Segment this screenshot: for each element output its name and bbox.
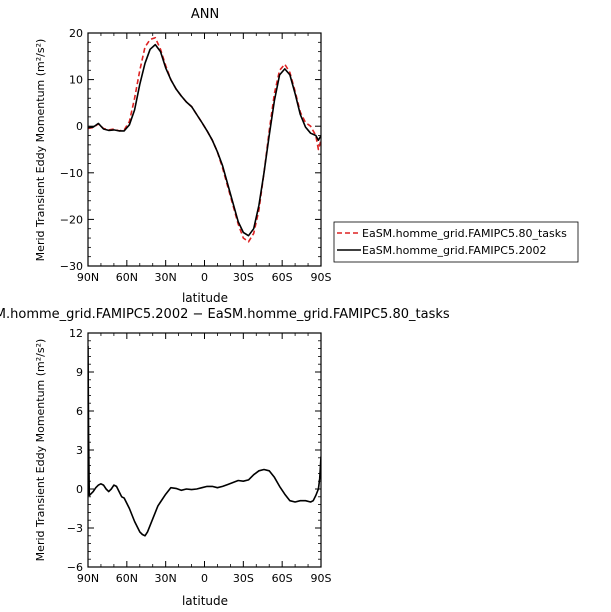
bottom-chart-plot-area [88, 345, 321, 537]
bottom-ytick-label: 9 [76, 366, 83, 379]
legend-label-series-2: EaSM.homme_grid.FAMIPC5.2002 [362, 244, 546, 257]
bottom-xtick-label: 0 [201, 572, 208, 585]
legend-label-series-1: EaSM.homme_grid.FAMIPC5.80_tasks [362, 227, 567, 240]
bottom-xtick-label: 30S [233, 572, 254, 585]
top-chart-ylabel: Merid Transient Eddy Momentum (m²/s²) [34, 39, 47, 262]
top-chart-title: ANN [191, 7, 219, 22]
bottom-ytick-label: −3 [67, 522, 83, 535]
top-xtick-label: 30S [233, 271, 254, 284]
bottom-ytick-label: 12 [69, 327, 83, 340]
bottom-chart-xtick-labels: 90N 60N 30N 0 30S 60S 90S [77, 572, 332, 585]
top-chart-ticks [87, 32, 322, 267]
bottom-chart-panel: EaSM.homme_grid.FAMIPC5.2002 − EaSM.homm… [0, 307, 450, 608]
top-chart-legend: EaSM.homme_grid.FAMIPC5.80_tasks EaSM.ho… [333, 221, 579, 263]
bottom-chart-xlabel: latitude [182, 594, 228, 608]
top-ytick-label: −20 [60, 213, 83, 226]
bottom-xtick-label: 60N [116, 572, 138, 585]
top-chart-frame [87, 32, 322, 267]
bottom-xtick-label: 90S [311, 572, 332, 585]
top-xtick-label: 90N [77, 271, 99, 284]
top-ytick-label: −10 [60, 167, 83, 180]
bottom-chart-title: EaSM.homme_grid.FAMIPC5.2002 − EaSM.homm… [0, 307, 450, 322]
bottom-ytick-label: −6 [67, 561, 83, 574]
top-xtick-label: 30N [155, 271, 177, 284]
top-ytick-label: 0 [76, 120, 83, 133]
top-ytick-label: 20 [69, 27, 83, 40]
top-chart-xlabel: latitude [182, 291, 228, 305]
bottom-xtick-label: 60S [272, 572, 293, 585]
bottom-ytick-label: 0 [76, 483, 83, 496]
top-chart-xtick-labels: 90N 60N 30N 0 30S 60S 90S [77, 271, 332, 284]
bottom-chart-frame [87, 332, 322, 568]
top-xtick-label: 60S [272, 271, 293, 284]
top-chart-plot-area [88, 36, 321, 243]
top-xtick-label: 60N [116, 271, 138, 284]
top-series-line-2 [88, 43, 321, 237]
top-ytick-label: 10 [69, 74, 83, 87]
top-ytick-label: −30 [60, 260, 83, 273]
bottom-series-line-1 [88, 345, 321, 537]
legend-box [333, 221, 579, 263]
bottom-chart-ylabel: Merid Transient Eddy Momentum (m²/s²) [34, 339, 47, 562]
bottom-ytick-label: 6 [76, 405, 83, 418]
bottom-xtick-label: 30N [155, 572, 177, 585]
top-series-line-1 [88, 36, 321, 243]
bottom-chart-ticks [87, 332, 322, 568]
top-xtick-label: 0 [201, 271, 208, 284]
top-chart-ytick-labels: −30 −20 −10 0 10 20 [60, 27, 83, 273]
bottom-ytick-label: 3 [76, 444, 83, 457]
bottom-chart-ytick-labels: −6 −3 0 3 6 9 12 [67, 327, 83, 574]
top-chart-panel: ANN Merid Transient Eddy Momentum (m²/s²… [34, 7, 332, 305]
bottom-xtick-label: 90N [77, 572, 99, 585]
top-xtick-label: 90S [311, 271, 332, 284]
